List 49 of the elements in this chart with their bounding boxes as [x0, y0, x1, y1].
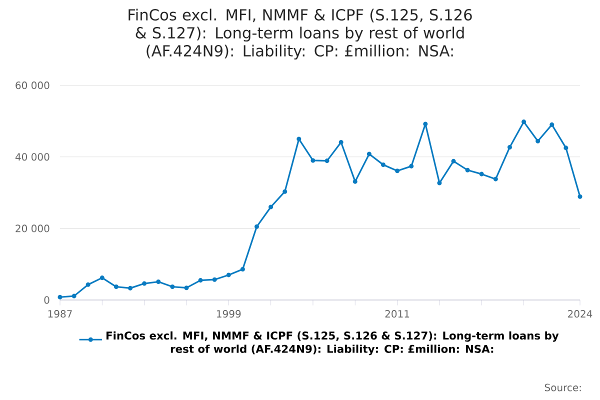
point — [324, 158, 330, 164]
point — [380, 162, 386, 168]
y-tick-label: 0 — [44, 296, 50, 304]
point — [58, 294, 62, 300]
point — [184, 286, 189, 290]
point — [226, 272, 231, 278]
point — [114, 284, 118, 290]
point — [198, 278, 203, 283]
point — [268, 204, 274, 210]
point — [493, 176, 498, 182]
point — [437, 180, 442, 186]
point — [170, 284, 175, 290]
point — [409, 164, 414, 168]
point — [352, 179, 358, 184]
y-tick-label: 60 000 — [16, 82, 50, 90]
point — [578, 194, 582, 199]
y-tick-label: 20 000 — [16, 224, 50, 232]
x-tick-label: 2011 — [385, 310, 410, 318]
y-tick-label: 40 000 — [15, 153, 50, 161]
point — [522, 120, 526, 124]
source-note: Source: — [544, 384, 581, 392]
point — [86, 282, 90, 287]
point — [366, 152, 372, 156]
point — [240, 266, 245, 272]
point — [451, 158, 456, 164]
point — [212, 277, 217, 282]
point — [72, 294, 76, 298]
point — [282, 189, 288, 194]
point — [310, 158, 316, 163]
legend-label: FinCos excl. MFI, NMMF & ICPF (S.125, S.126 & S.127): Long-term loans by rest of world (AF.424N9): Liability: CP: £million: NSA: — [106, 331, 559, 356]
point — [479, 172, 484, 176]
chart-title: FinCos excl. MFI, NMMF & ICPF (S.125, S.126 & S.127): Long-term loans by rest of world (AF.424N9): Liability: CP: £million: NSA: — [128, 8, 472, 60]
point — [564, 146, 568, 150]
point — [128, 286, 133, 290]
point — [507, 144, 512, 150]
point — [550, 122, 554, 127]
point — [536, 138, 540, 144]
point — [254, 224, 260, 229]
point — [423, 122, 428, 126]
x-tick-label: 1987 — [48, 310, 72, 318]
x-tick-label: 2024 — [568, 310, 592, 318]
point — [395, 168, 400, 174]
x-tick-label: 1999 — [217, 310, 241, 318]
point — [296, 136, 302, 142]
point — [465, 168, 470, 172]
point — [142, 281, 147, 286]
point — [100, 276, 104, 280]
point — [338, 140, 344, 144]
point — [156, 279, 161, 284]
